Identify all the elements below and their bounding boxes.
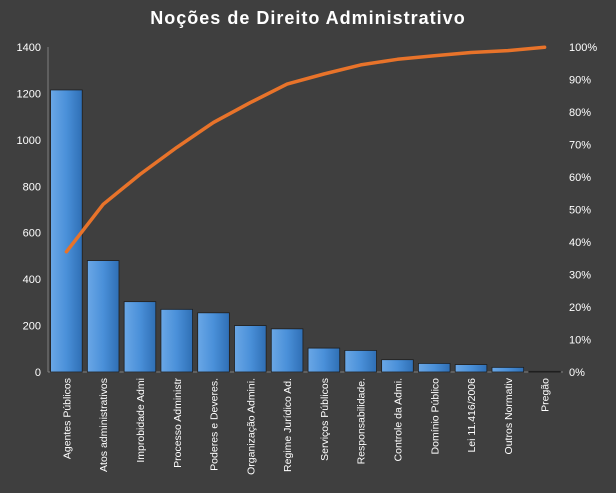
- y-tick-label: 400: [23, 274, 41, 286]
- y2-tick-label: 20%: [569, 302, 591, 314]
- bar: [528, 370, 561, 373]
- bar: [123, 301, 157, 373]
- y2-tick-label: 10%: [569, 335, 591, 347]
- category-label: Domínio Público: [429, 378, 441, 455]
- category-label: Improbidade Admi: [135, 378, 147, 463]
- category-label: Controle da Admi.: [392, 378, 404, 461]
- y-tick-label: 1000: [17, 135, 41, 147]
- bar: [491, 366, 525, 373]
- category-label: Atos administrativos: [98, 378, 110, 472]
- category-label: Outros Normativ: [503, 377, 515, 454]
- y2-tick-label: 70%: [569, 140, 591, 152]
- category-label: Regime Jurídico Ad.: [282, 378, 294, 472]
- category-label: Poderes e Deveres.: [209, 378, 221, 471]
- y2-tick-label: 40%: [569, 237, 591, 249]
- y-tick-label: 1200: [17, 88, 41, 100]
- bar: [418, 363, 451, 373]
- y2-tick-label: 100%: [569, 42, 597, 54]
- bar: [307, 347, 341, 373]
- cumulative-percent-line: [64, 45, 547, 254]
- y2-tick-label: 80%: [569, 107, 591, 119]
- labels: 0 200 400 600 800 1000 1200 1400 0% 10% 20% 30% 40% 5…: [17, 42, 598, 475]
- y-tick-label: 1400: [17, 42, 41, 54]
- bars: [50, 89, 561, 373]
- chart-title: Noções de Direito Administrativo: [150, 8, 466, 28]
- category-label: Lei 11.416/2006: [466, 378, 478, 453]
- bar: [454, 364, 488, 373]
- bar: [344, 350, 377, 373]
- bar: [197, 312, 230, 373]
- y-tick-label: 600: [23, 228, 41, 240]
- category-label: Serviços Públicos: [319, 378, 331, 461]
- y2-tick-label: 0%: [569, 367, 585, 379]
- y2-tick-label: 90%: [569, 75, 591, 87]
- y2-tick-label: 50%: [569, 205, 591, 217]
- bar: [270, 328, 304, 373]
- bar: [381, 359, 414, 373]
- y-tick-label: 200: [23, 321, 41, 333]
- category-label: Responsabilidade.: [356, 378, 368, 464]
- bar: [86, 260, 120, 373]
- y-tick-label: 800: [23, 181, 41, 193]
- bar: [160, 308, 193, 373]
- category-label: Agentes Públicos: [61, 378, 73, 459]
- y2-tick-label: 30%: [569, 270, 591, 282]
- y2-tick-label: 60%: [569, 172, 591, 184]
- category-label: Processo Administr: [172, 378, 184, 468]
- bar: [234, 325, 267, 373]
- y-tick-label: 0: [35, 367, 41, 379]
- category-label: Organização Admini.: [245, 378, 257, 475]
- bar: [50, 89, 83, 373]
- cumulative-line: [64, 45, 547, 254]
- category-label: Pregão: [540, 378, 552, 412]
